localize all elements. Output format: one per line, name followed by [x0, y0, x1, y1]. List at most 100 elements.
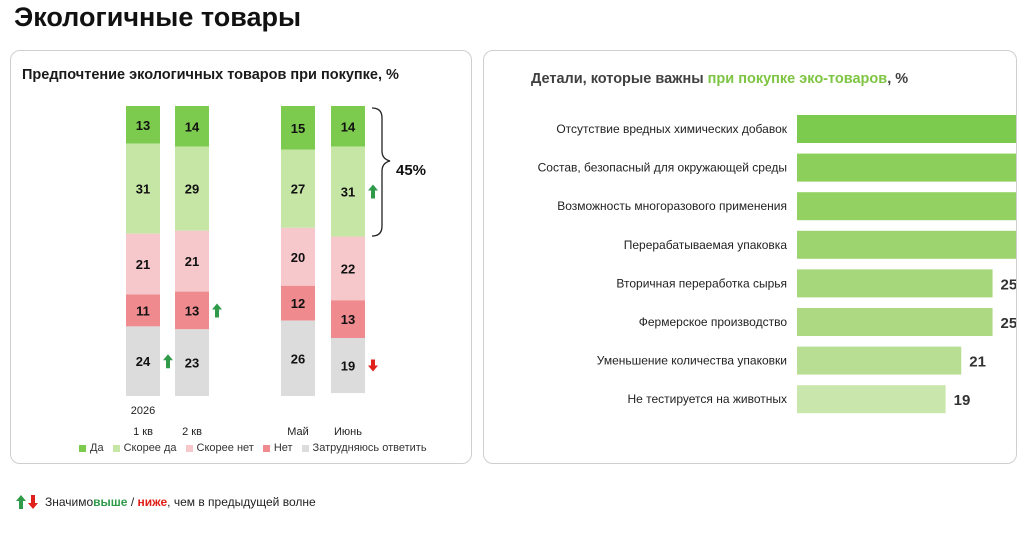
detail-bar-3	[797, 230, 1016, 259]
legend-label: Да	[90, 442, 104, 454]
legend-item: Затрудняюсь ответить	[301, 442, 427, 454]
bar-segment-0-1	[126, 143, 160, 234]
details-title-part2: , %	[887, 71, 909, 87]
bar-value-1-2: 21	[185, 254, 199, 269]
brace-icon	[371, 107, 391, 237]
bar-value-2-1: 27	[291, 182, 305, 197]
bar-value-0-1: 31	[136, 182, 150, 197]
legend-swatch	[262, 444, 270, 452]
bar-segment-1-4	[175, 329, 209, 396]
legend-swatch	[79, 444, 86, 452]
bar-segment-3-2	[331, 236, 365, 301]
detail-bar-1	[797, 153, 1016, 182]
detail-value-4: 25	[1001, 276, 1016, 293]
detail-bar-7	[797, 385, 946, 414]
bar-segment-2-3	[281, 285, 315, 321]
detail-label-2: Возможность многоразового применения	[557, 199, 787, 213]
bar-segment-2-1	[281, 149, 315, 228]
footnote-lower: ниже	[137, 495, 168, 509]
legend-swatch	[301, 444, 309, 452]
detail-bar-5	[797, 308, 993, 336]
bar-segment-0-2	[126, 233, 160, 295]
detail-bar-2	[797, 192, 1016, 221]
bar-value-0-4: 24	[136, 354, 151, 369]
bar-segment-0-3	[126, 294, 160, 327]
category-label-2: Май	[287, 426, 309, 438]
detail-label-4: Вторичная переработка сырья	[616, 276, 787, 290]
bar-value-1-3: 13	[185, 303, 199, 318]
bar-value-0-2: 21	[136, 257, 150, 272]
detail-bar-6	[797, 346, 962, 375]
details-chart-title: Детали, которые важны при покупке эко-то…	[531, 71, 908, 87]
bar-segment-0-4	[126, 326, 160, 396]
preference-chart-title: Предпочтение экологичных товаров при пок…	[22, 67, 399, 83]
detail-label-7: Не тестируется на животных	[627, 392, 787, 406]
bar-value-2-0: 15	[291, 121, 305, 136]
detail-value-7: 19	[954, 392, 971, 409]
bar-value-3-4: 19	[341, 359, 355, 374]
footnote-before: Значимо	[45, 495, 94, 509]
preference-panel: Предпочтение экологичных товаров при пок…	[10, 50, 472, 464]
legend-label: Затрудняюсь ответить	[312, 442, 427, 454]
legend-item: Скорее нет	[185, 442, 254, 454]
up-down-arrows-icon	[16, 495, 38, 509]
legend-label: Скорее нет	[196, 442, 254, 454]
footnote-after: , чем в предыдущей волне	[167, 495, 316, 509]
bar-segment-3-4	[331, 338, 365, 394]
footnote: Значимо выше / ниже , чем в предыдущей в…	[15, 494, 316, 510]
detail-bar-0	[797, 115, 1016, 143]
bar-value-2-2: 20	[291, 250, 305, 265]
bar-value-2-3: 12	[291, 296, 305, 311]
bar-segment-1-0	[175, 106, 209, 147]
bar-segment-1-1	[175, 146, 209, 231]
footnote-higher: выше	[93, 495, 128, 509]
bar-segment-3-0	[331, 106, 365, 147]
bar-segment-2-2	[281, 227, 315, 286]
category-label-0: 1 кв	[133, 426, 153, 438]
detail-label-1: Состав, безопасный для окружающей среды	[538, 161, 787, 175]
bar-segment-1-2	[175, 230, 209, 292]
bar-value-1-4: 23	[185, 356, 199, 371]
bar-segment-1-3	[175, 291, 209, 330]
details-title-highlight: при покупке эко-товаров	[707, 71, 888, 87]
legend-swatch	[112, 444, 120, 452]
bar-segment-2-4	[281, 320, 315, 396]
preference-stacked-chart: 13 31 21 11 24 1 кв 14 29 21 13 23 2 кв 15 27 20 12 26 Ма…	[126, 106, 426, 438]
arrow-up-icon	[212, 303, 222, 318]
category-label-1: 2 кв	[182, 426, 202, 438]
bar-value-0-0: 13	[136, 118, 150, 133]
detail-label-6: Уменьшение количества упаковки	[597, 354, 787, 368]
arrow-down-icon	[368, 359, 378, 372]
bar-value-1-0: 14	[185, 119, 200, 134]
legend-label: Скорее да	[123, 442, 177, 454]
details-title-part1: Детали, которые важны	[531, 71, 708, 87]
brace-label: 45%	[396, 162, 426, 179]
footnote-sep: /	[127, 495, 138, 509]
bar-value-1-1: 29	[185, 182, 199, 197]
bar-value-3-2: 22	[341, 261, 355, 276]
legend-item: Да	[79, 442, 104, 454]
bar-value-3-1: 31	[341, 185, 355, 200]
detail-value-5: 25	[1001, 315, 1016, 332]
arrow-up-icon	[163, 354, 173, 369]
detail-bar-4	[797, 269, 993, 298]
bar-segment-0-0	[126, 106, 160, 144]
detail-label-0: Отсутствие вредных химических добавок	[556, 122, 787, 136]
detail-value-6: 21	[969, 354, 986, 371]
year-label: 2026	[131, 405, 155, 417]
bar-segment-2-0	[281, 106, 315, 150]
detail-label-3: Перерабатываемая упаковка	[624, 238, 788, 252]
chart-legend: Да Скорее да Скорее нет Нет Затрудняюсь отве…	[79, 442, 436, 454]
bar-value-0-3: 11	[136, 303, 150, 318]
page-title: Экологичные товары	[14, 2, 302, 32]
bar-value-3-0: 14	[341, 119, 356, 134]
category-label-3: Июнь	[334, 426, 362, 438]
bar-segment-3-1	[331, 146, 365, 237]
legend-item: Скорее да	[112, 442, 177, 454]
bar-segment-3-3	[331, 300, 365, 338]
detail-label-5: Фермерское производство	[639, 315, 788, 329]
legend-label: Нет	[273, 442, 293, 454]
legend-swatch	[185, 444, 193, 452]
legend-item: Нет	[262, 442, 293, 454]
arrow-up-icon	[368, 184, 378, 199]
